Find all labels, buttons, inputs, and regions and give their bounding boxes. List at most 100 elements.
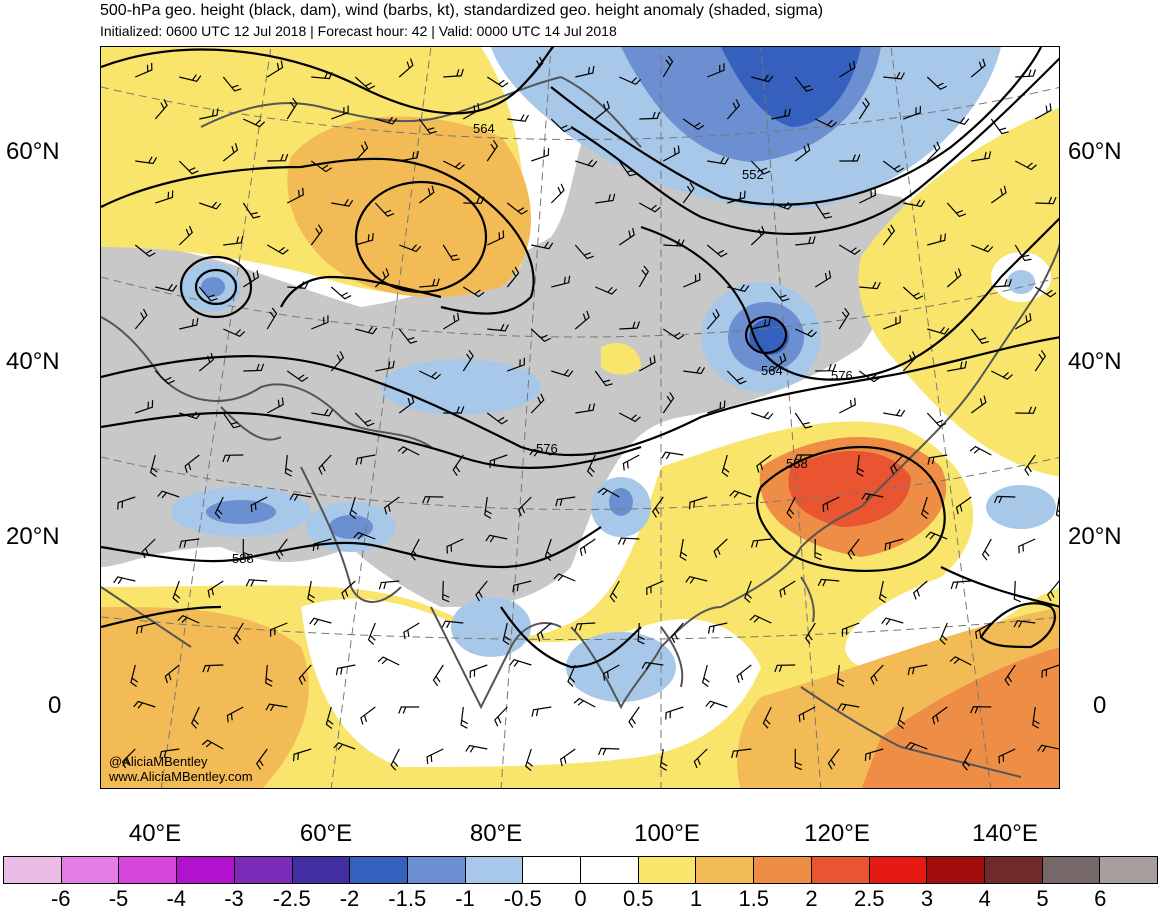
colorbar-swatch — [581, 857, 639, 883]
wind-barb — [707, 63, 725, 78]
colorbar-tick-label: -3 — [224, 886, 244, 911]
wind-barb — [1041, 664, 1059, 678]
wind-barb — [751, 411, 774, 420]
wind-barb — [1015, 160, 1037, 171]
wind-barb — [289, 493, 312, 501]
wind-barb — [378, 580, 400, 590]
wind-barb — [507, 114, 529, 122]
wind-barb — [178, 160, 199, 175]
wind-barb — [486, 412, 508, 425]
wind-barb — [925, 531, 948, 540]
anomaly-yellow-northeast — [858, 107, 1059, 477]
colorbar-swatch — [754, 857, 812, 883]
wind-barb — [312, 538, 332, 551]
wind-barb — [159, 748, 180, 759]
wind-barb — [460, 706, 469, 729]
wind-barb — [330, 351, 345, 372]
wind-barb — [399, 244, 422, 253]
wind-barb — [839, 154, 861, 162]
wind-barb — [506, 266, 520, 288]
wind-barb — [529, 448, 552, 457]
wind-barb — [731, 748, 752, 759]
wind-barb — [311, 408, 334, 417]
wind-barb — [222, 76, 242, 92]
wind-barb — [897, 706, 906, 730]
wind-barb — [619, 412, 641, 423]
wind-barb — [531, 706, 552, 717]
wind-barb — [651, 496, 664, 518]
wind-barb — [618, 160, 637, 177]
wind-barb — [155, 283, 178, 292]
wind-barb — [907, 664, 928, 676]
wind-barb — [663, 145, 680, 162]
wind-barb — [597, 487, 620, 498]
wind-barb — [242, 202, 261, 219]
wind-barb — [463, 196, 485, 204]
wind-barb — [762, 706, 772, 729]
wind-barb — [201, 739, 224, 750]
lat-label-right: 40°N — [1068, 348, 1122, 375]
wind-barb — [222, 454, 244, 463]
wind-barb — [133, 700, 156, 709]
wind-barb — [462, 286, 485, 298]
wind-barb — [646, 580, 664, 596]
wind-barb — [970, 328, 990, 345]
wind-barb — [141, 538, 156, 559]
wind-barb — [222, 143, 239, 162]
wind-barb — [419, 370, 442, 380]
wind-barb — [795, 328, 818, 338]
wind-barb — [662, 392, 675, 414]
wind-barb — [202, 664, 224, 673]
wind-barb — [136, 622, 156, 635]
colorbar-swatch — [292, 857, 351, 883]
colorbar-swatch — [927, 857, 985, 883]
wind-barb — [117, 496, 136, 510]
anomaly-orange-southwest — [101, 607, 309, 788]
wind-barb — [446, 538, 464, 554]
wind-barb — [517, 496, 532, 517]
colorbar-tick-label: 0 — [574, 886, 587, 911]
colorbar-swatch — [1042, 857, 1101, 883]
wind-barb — [926, 141, 941, 162]
wind-barb — [432, 664, 444, 687]
wind-barb — [243, 118, 266, 128]
wind-barb — [890, 454, 904, 475]
wind-barb — [595, 286, 618, 295]
wind-barb — [770, 286, 790, 302]
wind-barb — [550, 183, 565, 204]
wind-barb — [384, 496, 400, 515]
wind-barb — [721, 454, 730, 478]
anomaly-red-east — [788, 450, 911, 527]
wind-barb — [222, 412, 241, 429]
wind-barb — [575, 159, 598, 168]
wind-barb — [242, 539, 251, 561]
wind-barb — [311, 315, 329, 330]
wind-barb — [135, 400, 154, 414]
wind-barb — [838, 244, 861, 255]
wind-barb — [841, 622, 860, 637]
wind-barb — [154, 370, 175, 385]
wind-barb — [286, 97, 298, 120]
wind-barb — [794, 454, 816, 462]
wind-barb — [705, 700, 728, 709]
wind-barb — [774, 664, 796, 673]
colorbar-tick-label: -1.5 — [388, 886, 427, 911]
wind-barb — [559, 748, 576, 767]
wind-barb — [243, 363, 265, 372]
wind-barb — [1035, 196, 1057, 205]
contour-label: 552 — [742, 167, 764, 182]
wind-barb — [921, 496, 929, 520]
wind-barb — [130, 664, 139, 687]
wind-barb — [817, 578, 840, 587]
contour-label: 564 — [473, 121, 495, 136]
wind-barb — [349, 496, 358, 520]
wind-barb — [550, 118, 571, 133]
wind-barb — [422, 496, 444, 504]
wind-barb — [310, 160, 333, 173]
anomaly-blue-north-core — [721, 47, 861, 127]
colorbar-tick-label: 2 — [805, 886, 818, 911]
lon-label: 140°E — [972, 820, 1038, 847]
wind-barb — [726, 99, 741, 120]
wind-barb — [902, 286, 924, 300]
wind-barb — [856, 454, 865, 477]
